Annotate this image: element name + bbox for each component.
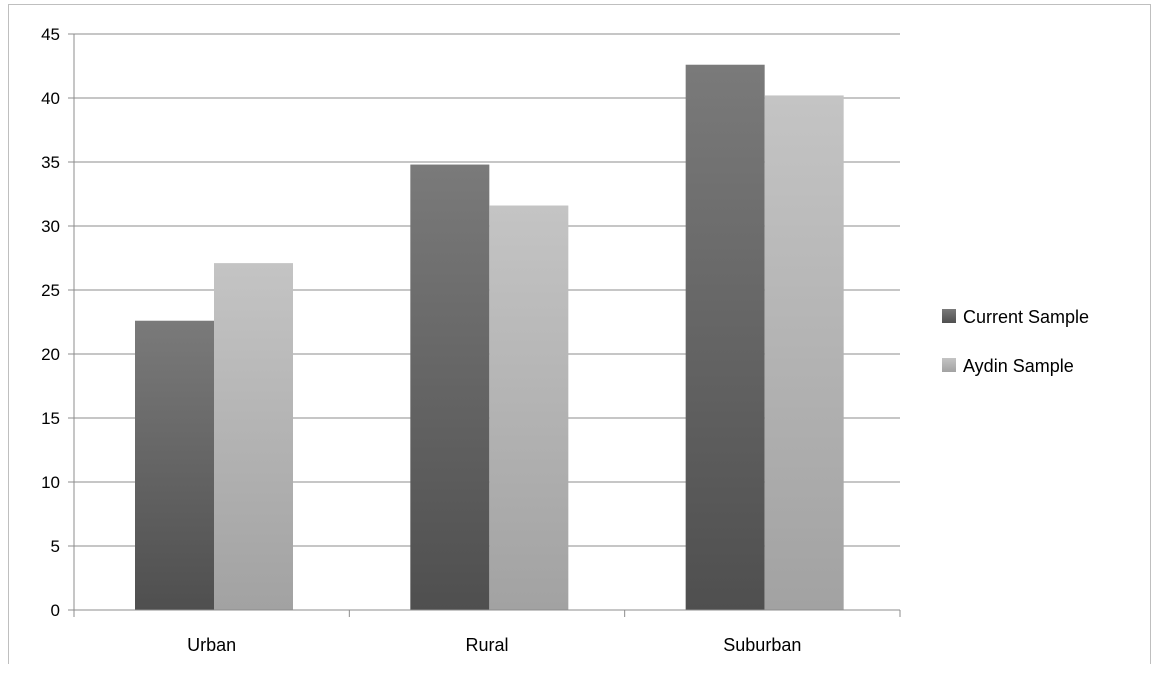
y-tick-label: 10	[41, 473, 60, 492]
y-tick-label: 20	[41, 345, 60, 364]
y-tick-label: 5	[51, 537, 60, 556]
y-tick-label: 35	[41, 153, 60, 172]
x-category-label: Rural	[465, 635, 508, 655]
legend-swatch	[942, 309, 956, 323]
bar-aydin-sample-urban	[214, 263, 293, 610]
y-tick-label: 30	[41, 217, 60, 236]
bar-current-sample-suburban	[685, 64, 765, 611]
y-tick-label: 25	[41, 281, 60, 300]
bar-current-sample-rural	[410, 164, 490, 610]
legend-label: Aydin Sample	[963, 356, 1074, 376]
x-category-label: Suburban	[723, 635, 801, 655]
y-tick-label: 15	[41, 409, 60, 428]
legend-label: Current Sample	[963, 307, 1089, 327]
legend-swatch	[942, 358, 956, 372]
bar-aydin-sample-suburban	[764, 95, 844, 610]
axes	[68, 33, 901, 617]
bars	[135, 64, 844, 611]
bar-current-sample-urban	[135, 320, 214, 610]
x-category-label: Urban	[187, 635, 236, 655]
y-tick-label: 0	[51, 601, 60, 620]
y-tick-label: 45	[41, 25, 60, 44]
bar-aydin-sample-rural	[489, 205, 569, 610]
chart-frame	[8, 4, 1151, 664]
axis-labels: 0 5 10 15 20 25 30 35 40 45 Urban Rural Suburban	[41, 25, 801, 655]
legend: Current Sample Aydin Sample	[942, 307, 1089, 376]
y-tick-label: 40	[41, 89, 60, 108]
